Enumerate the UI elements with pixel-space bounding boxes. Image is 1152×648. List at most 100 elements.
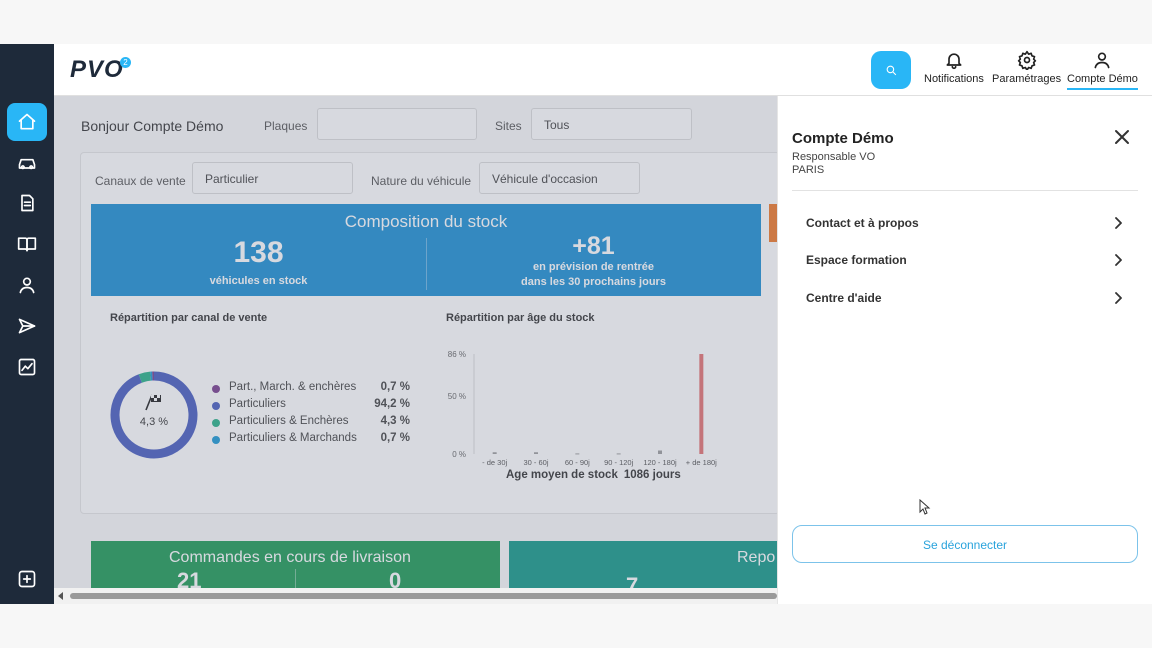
right-card-title: Repo bbox=[737, 549, 776, 566]
panel-user-city: PARIS bbox=[792, 164, 825, 176]
menu-item-contact[interactable]: Contact et à propos bbox=[792, 206, 1138, 242]
legend-label: Particuliers bbox=[229, 398, 286, 410]
menu-item-label: Centre d'aide bbox=[806, 291, 882, 305]
forecast-label-1: en prévision de rentrée bbox=[532, 261, 655, 273]
home-icon bbox=[18, 113, 36, 130]
legend-value: 0,7 % bbox=[380, 432, 410, 444]
logout-button[interactable]: Se déconnecter bbox=[792, 525, 1138, 563]
plaques-input[interactable] bbox=[317, 108, 477, 140]
scrollbar-thumb[interactable] bbox=[70, 593, 777, 599]
nav-stats-button[interactable] bbox=[7, 348, 47, 386]
donut-slice bbox=[110, 371, 198, 459]
age-bar[interactable] bbox=[616, 453, 621, 455]
legend-item: Particuliers & Marchands 0,7 % bbox=[212, 432, 422, 448]
close-panel-button[interactable] bbox=[1114, 129, 1130, 145]
stock-forecast: +81 bbox=[572, 232, 615, 260]
x-tick-label: 30 - 60j bbox=[523, 458, 548, 467]
age-bar-chart: 0 % 50 % 86 % - de 30j 30 - 60j 60 - 90j 90 - … bbox=[448, 350, 717, 467]
user-icon bbox=[19, 277, 35, 294]
mouse-cursor-icon bbox=[919, 499, 931, 515]
average-age-label: Age moyen de stock bbox=[506, 469, 618, 481]
age-bar[interactable] bbox=[534, 452, 538, 454]
panel-user-role: Responsable VO bbox=[792, 151, 876, 163]
legend-dot bbox=[212, 419, 220, 427]
x-tick-label: 120 - 180j bbox=[643, 458, 677, 467]
age-bar[interactable] bbox=[492, 452, 497, 454]
x-tick-label: 60 - 90j bbox=[565, 458, 590, 467]
app-logo[interactable]: PVO bbox=[70, 56, 124, 83]
chevron-right-icon bbox=[1115, 292, 1122, 304]
nature-select[interactable]: Véhicule d'occasion bbox=[479, 162, 640, 194]
legend-value: 4,3 % bbox=[380, 415, 410, 427]
sidebar bbox=[0, 44, 54, 604]
scroll-left-arrow-icon[interactable] bbox=[58, 592, 63, 600]
legend-value: 0,7 % bbox=[380, 381, 410, 393]
age-bar[interactable] bbox=[699, 354, 704, 454]
x-tick-label: - de 30j bbox=[482, 458, 507, 467]
donut-slice bbox=[138, 371, 152, 383]
gear-icon bbox=[1017, 50, 1036, 70]
legend-item: Particuliers & Enchères 4,3 % bbox=[212, 415, 422, 431]
nav-users-button[interactable] bbox=[7, 266, 47, 304]
orders-title: Commandes en cours de livraison bbox=[169, 549, 411, 566]
donut-center-label: 4,3 % bbox=[139, 416, 169, 428]
banner-divider bbox=[426, 238, 427, 290]
x-tick-label: + de 180j bbox=[686, 458, 717, 467]
legend-item: Part., March. & enchères 0,7 % bbox=[212, 381, 422, 397]
x-tick-label: 90 - 120j bbox=[604, 458, 634, 467]
sites-select[interactable]: Tous bbox=[531, 108, 692, 140]
legend-dot bbox=[212, 385, 220, 393]
y-tick-label: 86 % bbox=[448, 350, 466, 359]
legend-item: Particuliers 94,2 % bbox=[212, 398, 422, 414]
notifications-button[interactable]: Notifications bbox=[924, 50, 984, 90]
canaux-select[interactable]: Particulier bbox=[192, 162, 353, 194]
settings-button[interactable]: Paramétrages bbox=[992, 50, 1061, 90]
sites-label: Sites bbox=[495, 119, 522, 133]
y-tick-label: 0 % bbox=[452, 450, 466, 459]
account-panel: Compte Démo Responsable VO PARIS Contact… bbox=[777, 96, 1152, 604]
app-window: PVO 2 Notifications Paramétrages Compte … bbox=[0, 44, 1152, 604]
menu-item-help[interactable]: Centre d'aide bbox=[792, 281, 1138, 317]
search-icon bbox=[886, 65, 896, 75]
channel-section-title: Répartition par canal de vente bbox=[110, 312, 268, 324]
nav-home-button[interactable] bbox=[7, 103, 47, 141]
notifications-label: Notifications bbox=[924, 73, 984, 85]
user-icon bbox=[1094, 52, 1110, 69]
channel-donut-chart bbox=[110, 371, 198, 459]
stock-title: Composition du stock bbox=[344, 212, 508, 231]
nav-catalog-button[interactable] bbox=[7, 225, 47, 263]
legend-value: 94,2 % bbox=[374, 398, 410, 410]
panel-user-name: Compte Démo bbox=[792, 130, 894, 147]
menu-item-label: Espace formation bbox=[806, 253, 907, 267]
y-tick-label: 50 % bbox=[448, 392, 466, 401]
stock-count: 138 bbox=[233, 236, 284, 269]
account-button[interactable]: Compte Démo bbox=[1067, 50, 1138, 90]
top-bar: PVO 2 Notifications Paramétrages Compte … bbox=[54, 44, 1152, 96]
nav-add-button[interactable] bbox=[7, 560, 47, 598]
send-icon bbox=[18, 318, 36, 334]
horizontal-scrollbar[interactable] bbox=[54, 588, 777, 604]
average-age-row: Age moyen de stock 1086 jours bbox=[506, 469, 681, 481]
nav-vehicles-button[interactable] bbox=[7, 144, 47, 182]
legend-label: Particuliers & Marchands bbox=[229, 432, 357, 444]
chevron-right-icon bbox=[1115, 217, 1122, 229]
legend-label: Part., March. & enchères bbox=[229, 381, 357, 393]
average-age-value: 1086 jours bbox=[623, 469, 681, 481]
orders-value-2: 0 bbox=[389, 568, 402, 593]
settings-label: Paramétrages bbox=[992, 73, 1062, 85]
stock-banner: Composition du stock 138 véhicules en st… bbox=[91, 204, 761, 296]
orange-card-edge bbox=[769, 204, 777, 242]
age-bar[interactable] bbox=[658, 450, 662, 454]
bell-icon bbox=[946, 53, 962, 70]
search-button[interactable] bbox=[871, 51, 911, 89]
age-bar[interactable] bbox=[575, 453, 580, 455]
nav-send-button[interactable] bbox=[7, 307, 47, 345]
menu-item-training[interactable]: Espace formation bbox=[792, 243, 1138, 279]
close-icon bbox=[1115, 130, 1129, 144]
menu-item-label: Contact et à propos bbox=[806, 216, 919, 230]
nav-documents-button[interactable] bbox=[7, 184, 47, 222]
car-icon bbox=[18, 158, 36, 170]
plus-square-icon bbox=[18, 570, 36, 588]
forecast-label-2: dans les 30 prochains jours bbox=[521, 276, 666, 288]
chart-icon bbox=[18, 358, 36, 376]
